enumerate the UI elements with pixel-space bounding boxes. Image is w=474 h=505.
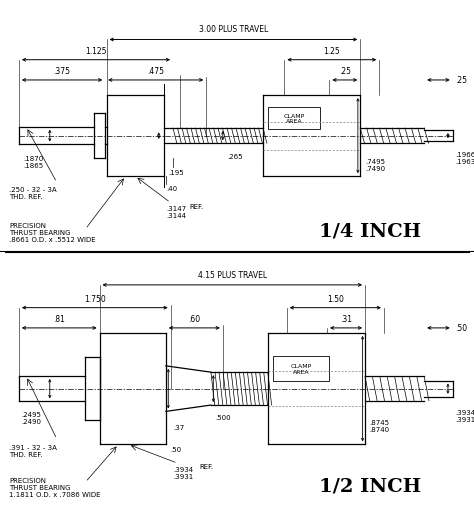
Text: CLAMP
AREA: CLAMP AREA — [283, 113, 304, 124]
Text: REF.: REF. — [199, 464, 213, 469]
Text: .375: .375 — [54, 67, 71, 76]
Text: .391 - 32 - 3A
THD. REF.: .391 - 32 - 3A THD. REF. — [9, 444, 57, 458]
Text: PRECISION
THRUST BEARING
1.1811 O.D. x .7086 WIDE: PRECISION THRUST BEARING 1.1811 O.D. x .… — [9, 477, 101, 497]
Text: .40: .40 — [166, 185, 177, 191]
Text: .7495
.7490: .7495 .7490 — [365, 159, 385, 172]
Text: .60: .60 — [188, 314, 201, 323]
Text: 1.50: 1.50 — [327, 294, 344, 303]
Text: .3147
.3144: .3147 .3144 — [166, 206, 186, 219]
Text: 1.750: 1.750 — [84, 294, 106, 303]
Text: CLAMP
AREA: CLAMP AREA — [291, 363, 311, 374]
Text: .50: .50 — [455, 324, 467, 333]
Text: .500: .500 — [216, 414, 231, 420]
Text: 1/4 INCH: 1/4 INCH — [319, 222, 421, 240]
Text: PRECISION
THRUST BEARING
.8661 O.D. x .5512 WIDE: PRECISION THRUST BEARING .8661 O.D. x .5… — [9, 222, 96, 242]
Text: .25: .25 — [339, 67, 351, 76]
Text: .1966
.1963: .1966 .1963 — [455, 152, 474, 165]
Text: .265: .265 — [228, 154, 243, 160]
Text: .3934
.3931: .3934 .3931 — [173, 466, 193, 479]
Text: 1.25: 1.25 — [323, 46, 340, 56]
Text: .81: .81 — [53, 314, 65, 323]
Text: .250 - 32 - 3A
THD. REF.: .250 - 32 - 3A THD. REF. — [9, 187, 57, 200]
Text: .50: .50 — [171, 445, 182, 451]
Text: 1.125: 1.125 — [85, 46, 107, 56]
Text: REF.: REF. — [190, 203, 204, 209]
Text: .475: .475 — [147, 67, 164, 76]
Text: 3.00 PLUS TRAVEL: 3.00 PLUS TRAVEL — [199, 25, 268, 34]
Text: 4.15 PLUS TRAVEL: 4.15 PLUS TRAVEL — [198, 270, 267, 279]
Text: .37: .37 — [173, 424, 184, 430]
Text: .8745
.8740: .8745 .8740 — [370, 419, 390, 432]
Text: .195: .195 — [168, 169, 184, 175]
Text: 1/2 INCH: 1/2 INCH — [319, 477, 421, 495]
Text: .1870
.1865: .1870 .1865 — [24, 156, 44, 168]
Text: .25: .25 — [455, 76, 467, 85]
Text: .3934
.3931: .3934 .3931 — [455, 409, 474, 422]
Text: .31: .31 — [340, 314, 352, 323]
Text: .2495
.2490: .2495 .2490 — [21, 412, 41, 425]
